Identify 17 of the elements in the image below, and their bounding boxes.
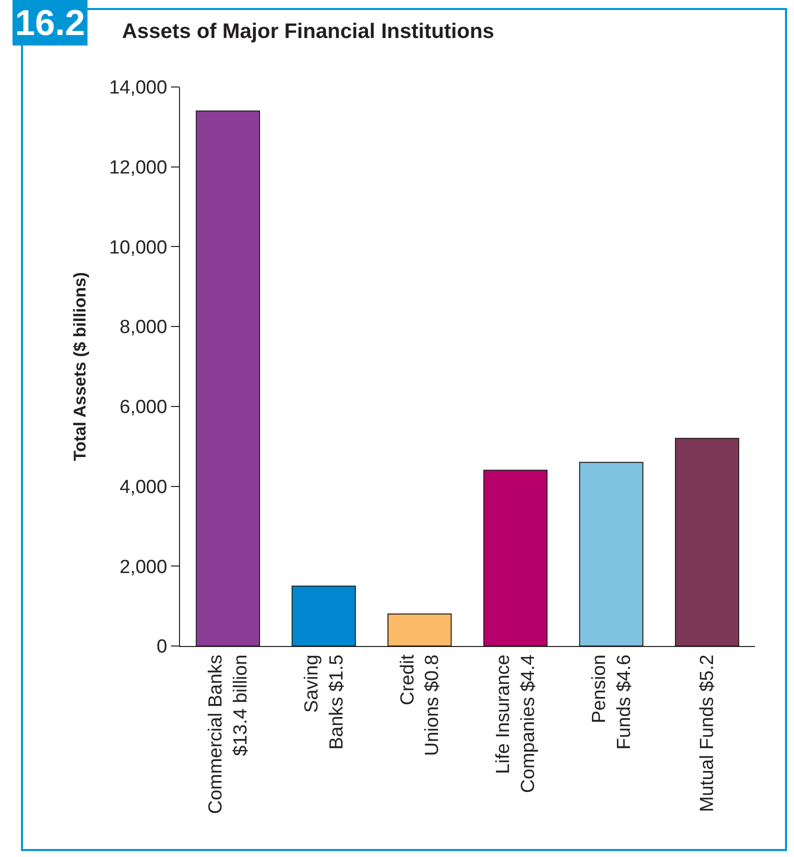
y-axis-title: Total Assets ($ billions) (70, 272, 90, 461)
y-tick-label: 0 (156, 636, 168, 658)
y-tick-label: 6,000 (120, 397, 168, 418)
y-tick-label: 14,000 (109, 78, 168, 99)
x-tick-label: Saving Banks $1.5 (302, 654, 348, 750)
y-tick-label: 12,000 (109, 158, 168, 179)
x-tick-label: Life Insurance Companies $4.4 (493, 654, 539, 793)
chart-title: Assets of Major Financial Institutions (122, 20, 494, 43)
x-tick-label: Credit Unions $0.8 (397, 654, 444, 756)
x-tick-label: Mutual Funds $5.2 (697, 654, 718, 812)
x-tick-label: Commercial Banks $13.4 billion (206, 654, 252, 814)
y-tick-label: 2,000 (120, 556, 168, 578)
y-tick-label: 10,000 (109, 237, 168, 258)
y-tick-label: 8,000 (120, 317, 168, 338)
text: 16.2 (15, 2, 86, 43)
x-tick-label: Pension Funds $4.6 (589, 654, 635, 750)
y-tick-label: 4,000 (120, 476, 168, 498)
